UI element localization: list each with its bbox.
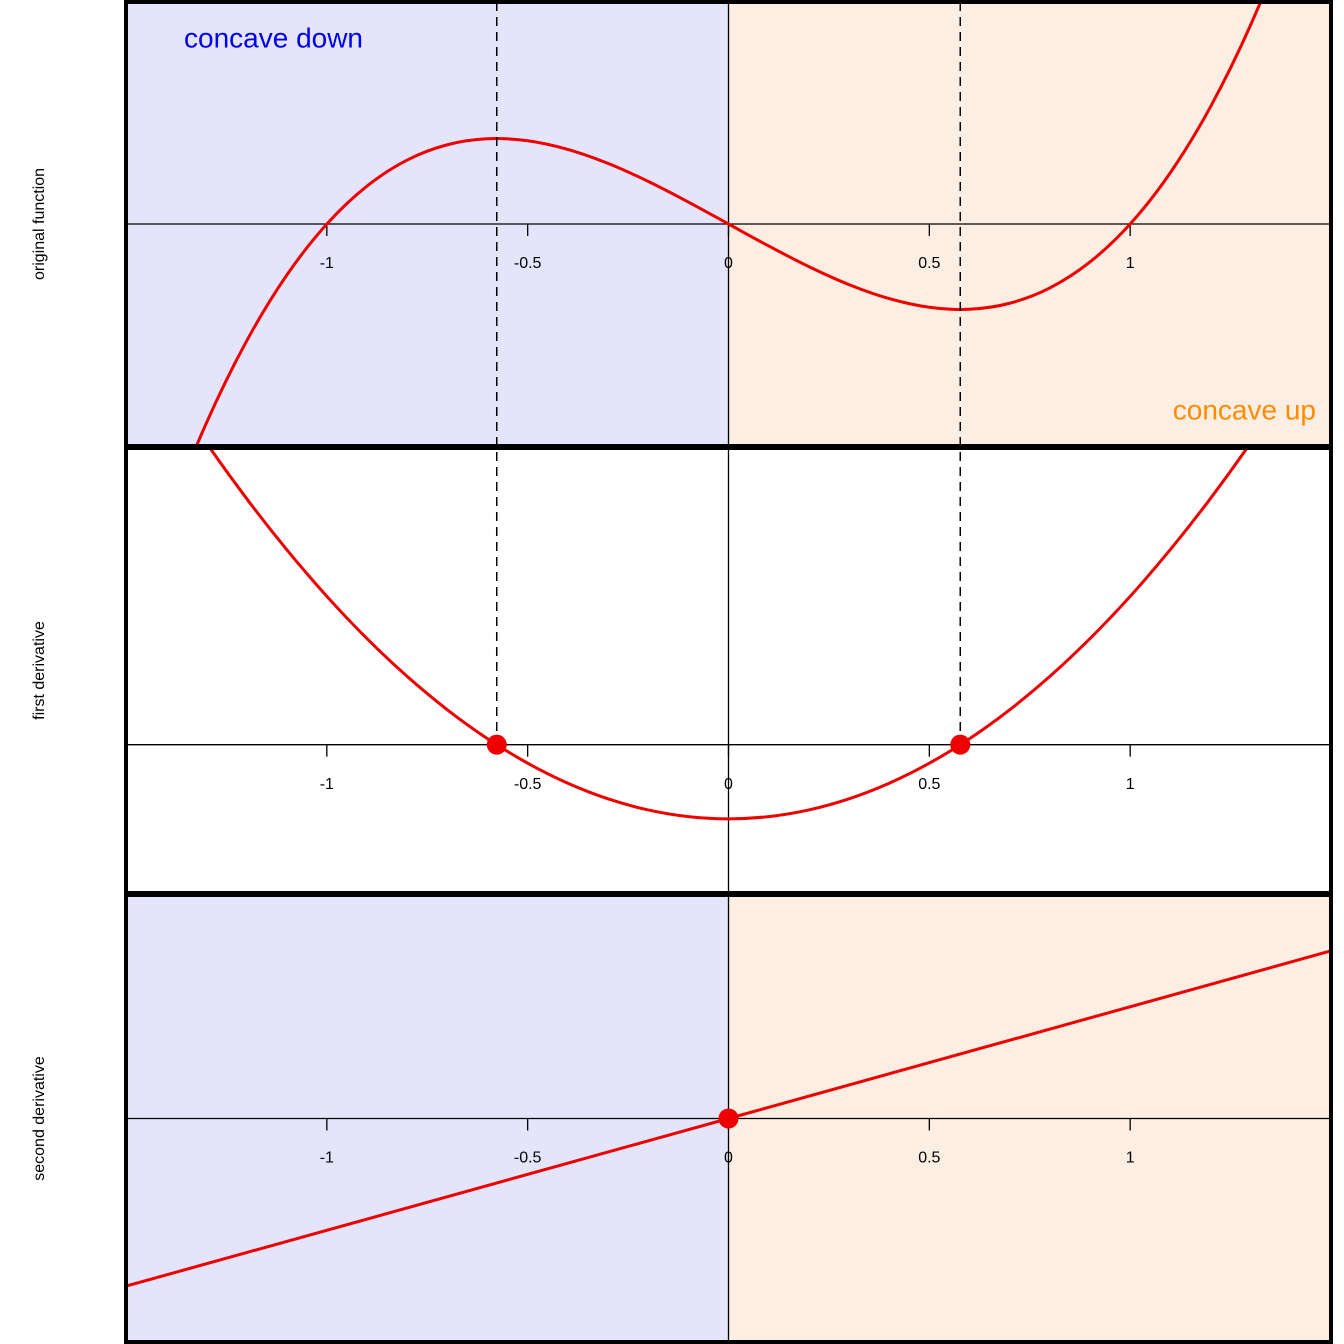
- y-axis-label: first derivative: [31, 621, 48, 720]
- x-tick-label: 1: [1126, 776, 1135, 793]
- y-axis-label: second derivative: [31, 1056, 48, 1181]
- x-tick-label: -1: [320, 1150, 334, 1167]
- point: [950, 734, 971, 755]
- x-tick-label: 0.5: [918, 1150, 940, 1167]
- x-tick-label: 1: [1126, 1150, 1135, 1167]
- annotation: concave down: [184, 22, 363, 53]
- x-tick-label: -0.5: [514, 1150, 542, 1167]
- point: [718, 1108, 739, 1129]
- x-tick-label: 0.5: [918, 255, 940, 272]
- panel-border: [124, 893, 1333, 1344]
- x-tick-label: -1: [320, 255, 334, 272]
- y-axis-label: original function: [31, 168, 48, 280]
- x-tick-label: 1: [1126, 255, 1135, 272]
- curve: [194, 2, 1263, 446]
- x-tick-label: 0: [724, 255, 733, 272]
- x-tick-label: -0.5: [514, 776, 542, 793]
- x-tick-label: 0: [724, 776, 733, 793]
- annotation: concave up: [1173, 394, 1316, 425]
- point: [486, 734, 507, 755]
- x-tick-label: -1: [320, 776, 334, 793]
- curve: [208, 448, 1249, 821]
- x-tick-label: 0: [724, 1150, 733, 1167]
- x-tick-label: 0.5: [918, 776, 940, 793]
- x-tick-label: -0.5: [514, 255, 542, 272]
